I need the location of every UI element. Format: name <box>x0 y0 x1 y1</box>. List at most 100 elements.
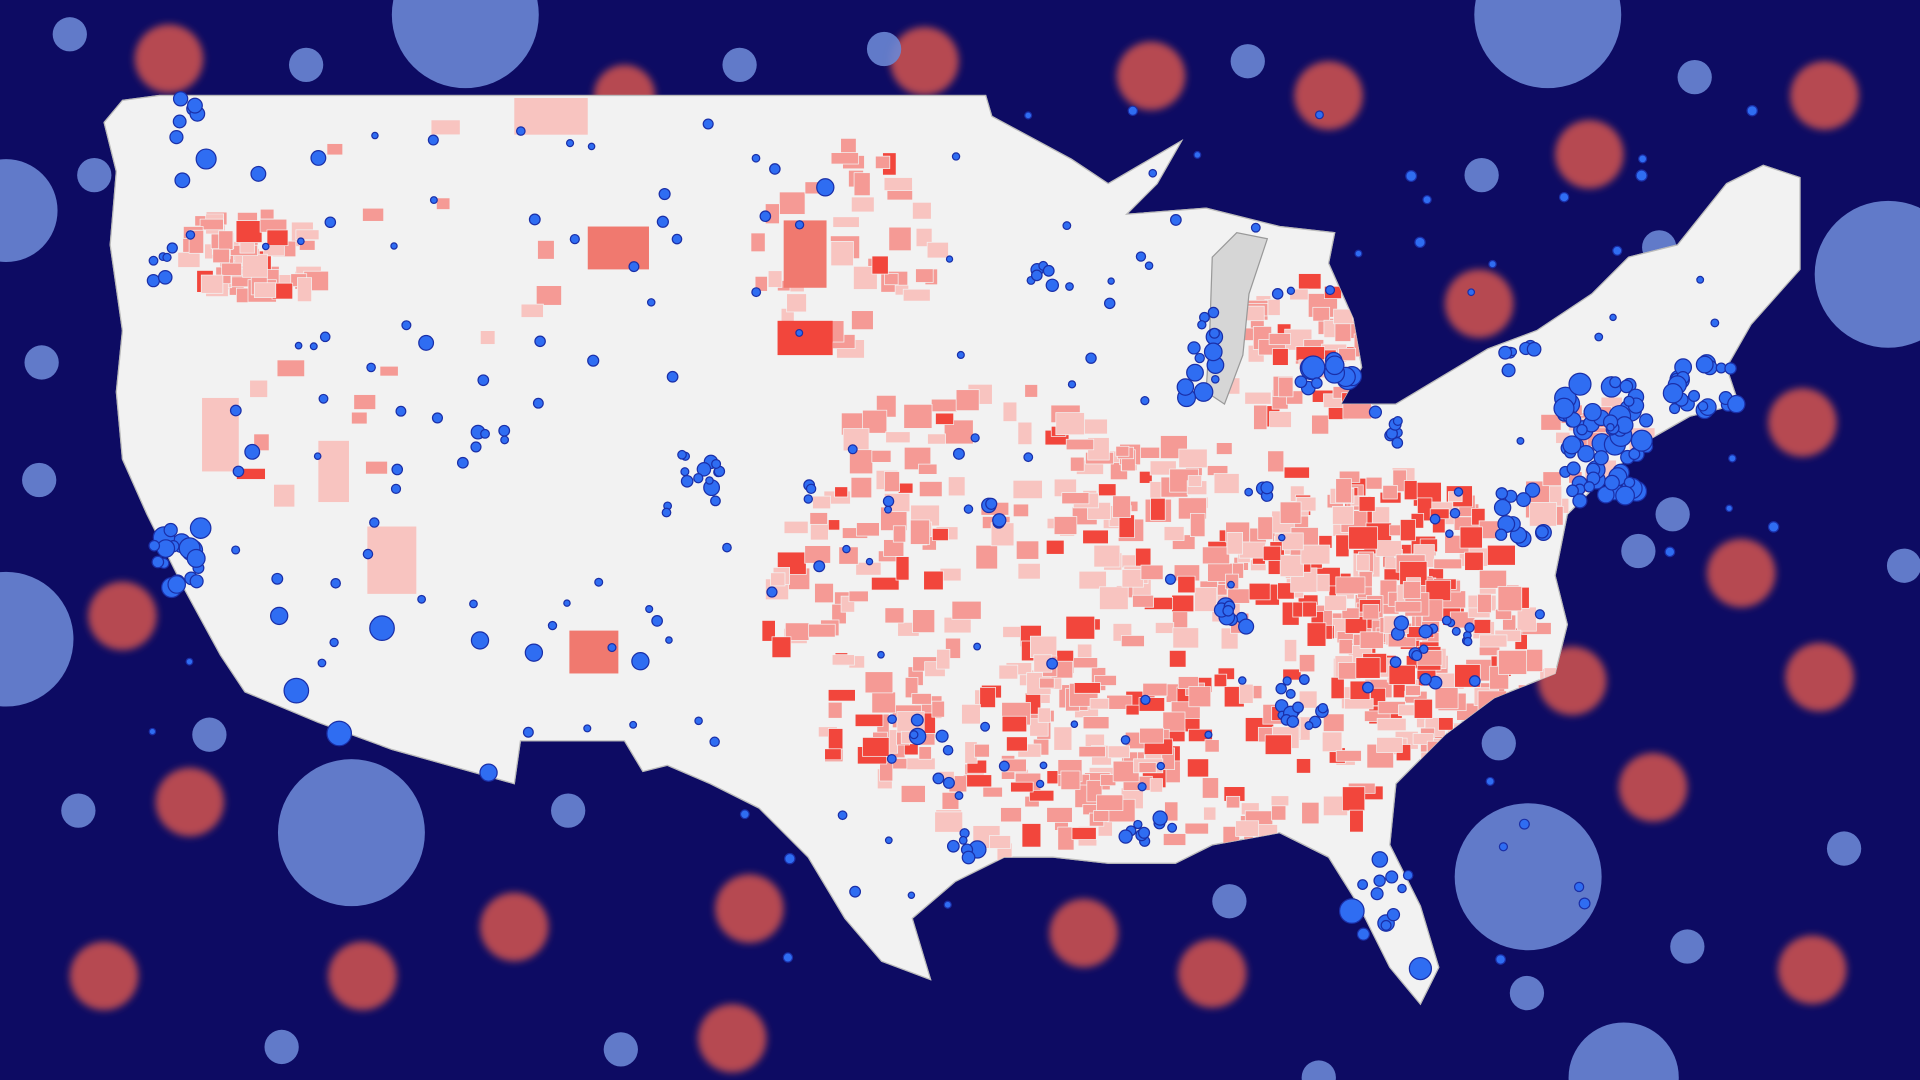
city-dot <box>1244 487 1254 497</box>
county <box>1078 746 1106 758</box>
city-dot <box>1067 380 1077 389</box>
county <box>1093 810 1110 822</box>
city-dot <box>169 129 184 145</box>
city-dot <box>1250 222 1261 233</box>
city-dot <box>1494 528 1508 541</box>
city-dot <box>172 114 187 129</box>
city-dot <box>1107 277 1115 285</box>
city-dot <box>366 362 376 373</box>
blue-bubble <box>24 345 59 380</box>
city-dot <box>1176 378 1195 396</box>
city-dot <box>1408 956 1433 981</box>
county <box>1120 635 1145 647</box>
city-dot <box>1292 701 1304 714</box>
county <box>1012 479 1043 499</box>
city-dot <box>805 483 817 495</box>
county <box>1356 554 1370 572</box>
city-dot <box>607 643 617 653</box>
city-dot <box>1338 898 1365 924</box>
blue-bubble <box>1655 497 1690 532</box>
county <box>883 177 913 191</box>
blue-bubble <box>22 462 57 498</box>
city-dot <box>710 495 721 507</box>
county <box>1216 442 1233 455</box>
county <box>273 483 296 508</box>
county <box>871 449 892 463</box>
city-dot <box>645 604 654 614</box>
city-dot <box>1568 372 1592 396</box>
city-dot <box>739 809 750 820</box>
city-dot <box>628 261 640 273</box>
county <box>1279 501 1302 524</box>
red-bubble <box>1706 538 1776 608</box>
county <box>1187 758 1209 778</box>
county-shading <box>177 97 1666 868</box>
city-dot <box>680 467 690 477</box>
city-dot <box>1445 529 1454 538</box>
county <box>1438 717 1454 731</box>
county <box>1262 545 1282 561</box>
county <box>915 268 934 283</box>
county <box>927 433 946 445</box>
county <box>1376 737 1403 753</box>
red-bubble <box>890 26 959 96</box>
city-dot <box>1619 379 1634 394</box>
city-dot <box>547 620 558 631</box>
county <box>362 207 385 222</box>
city-dot <box>769 163 781 175</box>
county <box>947 476 966 497</box>
county <box>1024 384 1038 398</box>
county <box>767 270 783 288</box>
county <box>1321 731 1343 753</box>
county <box>1306 622 1327 647</box>
city-dot <box>1393 615 1410 631</box>
city-dot <box>456 456 469 469</box>
city-dot <box>887 714 897 725</box>
county <box>754 275 768 292</box>
county <box>212 248 230 264</box>
city-dot <box>1193 382 1214 402</box>
county <box>1487 544 1516 566</box>
county <box>1412 733 1434 745</box>
city-dot <box>952 447 965 460</box>
county <box>436 197 451 210</box>
county <box>1065 615 1096 640</box>
city-dot <box>1169 214 1182 226</box>
county <box>479 330 496 345</box>
county <box>1272 348 1289 366</box>
city-dot <box>784 852 796 865</box>
county <box>1172 627 1200 649</box>
city-dot <box>803 494 814 504</box>
red-bubble <box>88 581 157 651</box>
city-dot <box>1294 375 1308 389</box>
county <box>809 512 828 525</box>
city-dot <box>1696 275 1705 284</box>
city-dot <box>1453 487 1464 497</box>
us-map <box>103 91 1801 1006</box>
city-dots <box>146 91 1780 981</box>
city-dot <box>401 320 412 331</box>
county <box>535 285 562 306</box>
county <box>1203 806 1217 821</box>
county <box>1139 470 1153 484</box>
city-dot <box>166 242 178 254</box>
county <box>1365 476 1383 490</box>
city-dot <box>1577 444 1595 463</box>
county <box>1298 273 1322 290</box>
city-dot <box>631 652 650 671</box>
city-dot <box>1197 320 1207 330</box>
county <box>1344 698 1374 710</box>
county <box>1149 778 1163 793</box>
county <box>1525 648 1544 672</box>
city-dot <box>1152 810 1168 826</box>
county <box>1403 480 1418 501</box>
city-dot <box>1604 474 1620 491</box>
city-dot <box>1103 297 1116 310</box>
county <box>1001 715 1028 733</box>
city-dot <box>680 474 694 488</box>
city-dot <box>1418 624 1433 639</box>
city-dot <box>1389 656 1402 668</box>
county <box>910 519 931 545</box>
city-dot <box>1566 461 1581 476</box>
city-dot <box>271 572 284 585</box>
